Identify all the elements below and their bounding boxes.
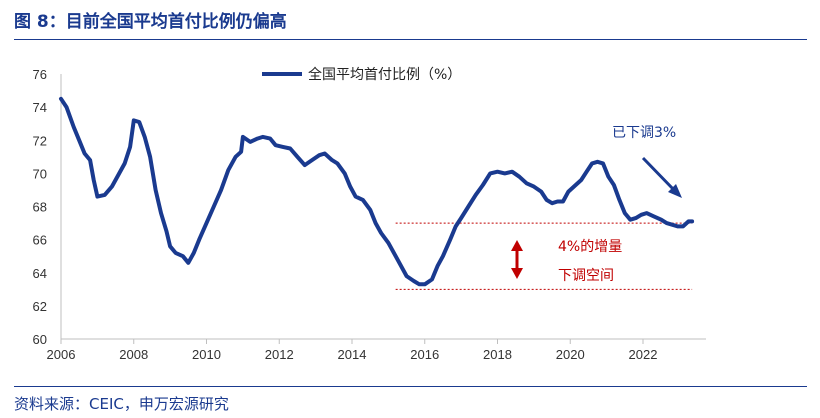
gap-arrow <box>511 240 523 279</box>
decline-arrow <box>641 156 682 198</box>
y-tick-label: 60 <box>33 332 47 347</box>
figure-title: 图 8：目前全国平均首付比例仍偏高 <box>14 12 287 32</box>
title-divider <box>14 39 807 40</box>
y-tick-label: 64 <box>33 266 47 281</box>
y-tick-label: 74 <box>33 100 47 115</box>
x-tick-label: 2016 <box>410 347 439 362</box>
y-tick-label: 62 <box>33 299 47 314</box>
y-tick-label: 66 <box>33 233 47 248</box>
gap-label-line1: 4%的增量 <box>558 239 622 255</box>
x-tick-label: 2022 <box>629 347 658 362</box>
x-axis: 2006 2008 2010 2012 2014 2016 2018 2020 2022 <box>47 338 706 362</box>
series-line <box>59 96 695 287</box>
gap-label-line2: 下调空间 <box>558 268 614 284</box>
x-tick-label: 2008 <box>119 347 148 362</box>
x-tick-label: 2014 <box>338 347 367 362</box>
source-note: 资料来源：CEIC，申万宏源研究 <box>14 395 229 413</box>
y-tick-label: 68 <box>33 200 47 215</box>
x-tick-label: 2012 <box>265 347 294 362</box>
x-tick-label: 2006 <box>47 347 76 362</box>
decline-label: 已下调3% <box>612 125 676 141</box>
x-tick-label: 2020 <box>556 347 585 362</box>
x-tick-label: 2018 <box>483 347 512 362</box>
y-axis: 60 62 64 66 68 70 72 74 76 <box>33 67 62 347</box>
y-tick-label: 70 <box>33 166 47 181</box>
reference-lines <box>395 222 693 290</box>
footer-divider <box>14 386 807 387</box>
legend: 全国平均首付比例（%） <box>262 66 461 83</box>
x-tick-label: 2010 <box>192 347 221 362</box>
y-tick-label: 72 <box>33 133 47 148</box>
y-tick-label: 76 <box>33 67 47 82</box>
legend-label: 全国平均首付比例（%） <box>308 66 461 83</box>
